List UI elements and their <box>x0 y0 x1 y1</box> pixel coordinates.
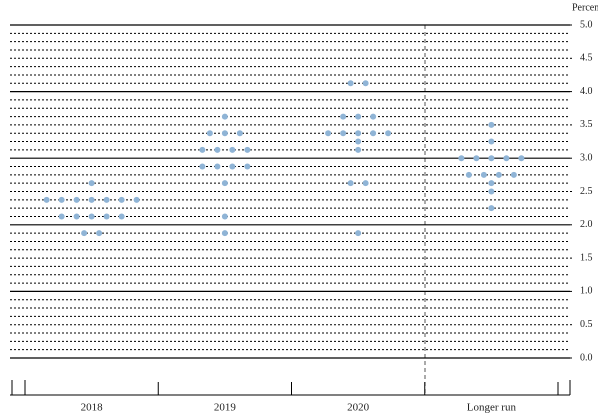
dot <box>362 180 369 187</box>
y-tick-label: 5.0 <box>580 19 593 30</box>
dot <box>488 180 495 187</box>
dot <box>103 213 110 220</box>
dot <box>465 171 472 178</box>
dot <box>236 130 243 137</box>
dot <box>355 138 362 145</box>
dot <box>81 230 88 237</box>
dot <box>103 196 110 203</box>
y-tick-label: 2.5 <box>580 186 593 197</box>
y-tick-label: 4.0 <box>580 86 593 97</box>
dot <box>206 130 213 137</box>
y-tick-label: 3.0 <box>580 152 593 163</box>
y-axis-label: Percent <box>572 2 598 13</box>
dot <box>88 213 95 220</box>
dot <box>118 196 125 203</box>
dot <box>480 171 487 178</box>
dot <box>355 146 362 153</box>
x-tick-label: 2020 <box>347 402 370 414</box>
y-tick-label: 0.0 <box>580 352 593 363</box>
dot <box>355 230 362 237</box>
dot <box>73 196 80 203</box>
dot <box>229 163 236 170</box>
dot <box>473 155 480 162</box>
dot <box>370 113 377 120</box>
dot <box>488 155 495 162</box>
y-tick-label: 2.0 <box>580 219 593 230</box>
dot <box>73 213 80 220</box>
dot <box>244 163 251 170</box>
dot <box>88 196 95 203</box>
dot <box>458 155 465 162</box>
dot <box>221 180 228 187</box>
dot <box>355 130 362 137</box>
dot <box>488 121 495 128</box>
dot <box>488 188 495 195</box>
dot <box>518 155 525 162</box>
dot <box>340 113 347 120</box>
y-tick-label: 1.0 <box>580 286 593 297</box>
dot <box>221 213 228 220</box>
dot <box>214 163 221 170</box>
dot <box>199 163 206 170</box>
y-tick-label: 1.5 <box>580 252 593 263</box>
dot <box>370 130 377 137</box>
dot <box>355 113 362 120</box>
dot <box>385 130 392 137</box>
dot <box>221 113 228 120</box>
y-tick-label: 4.5 <box>580 53 593 64</box>
y-tick-label: 0.5 <box>580 319 593 330</box>
dot <box>347 180 354 187</box>
dot <box>244 146 251 153</box>
x-tick-label: 2019 <box>214 402 237 414</box>
dot <box>325 130 332 137</box>
x-tick-label: 2018 <box>81 402 104 414</box>
dot <box>199 146 206 153</box>
dot <box>214 146 221 153</box>
dot <box>340 130 347 137</box>
dot <box>96 230 103 237</box>
dot <box>347 80 354 87</box>
dot <box>43 196 50 203</box>
dot <box>495 171 502 178</box>
dot <box>58 196 65 203</box>
dot <box>88 180 95 187</box>
dot <box>221 130 228 137</box>
dot <box>133 196 140 203</box>
dot <box>503 155 510 162</box>
dot <box>488 138 495 145</box>
x-tick-label: Longer run <box>467 402 517 414</box>
dot <box>118 213 125 220</box>
dot <box>362 80 369 87</box>
dot <box>510 171 517 178</box>
y-tick-label: 3.5 <box>580 119 593 130</box>
dot <box>229 146 236 153</box>
dot <box>58 213 65 220</box>
dot <box>221 230 228 237</box>
dot <box>488 205 495 212</box>
